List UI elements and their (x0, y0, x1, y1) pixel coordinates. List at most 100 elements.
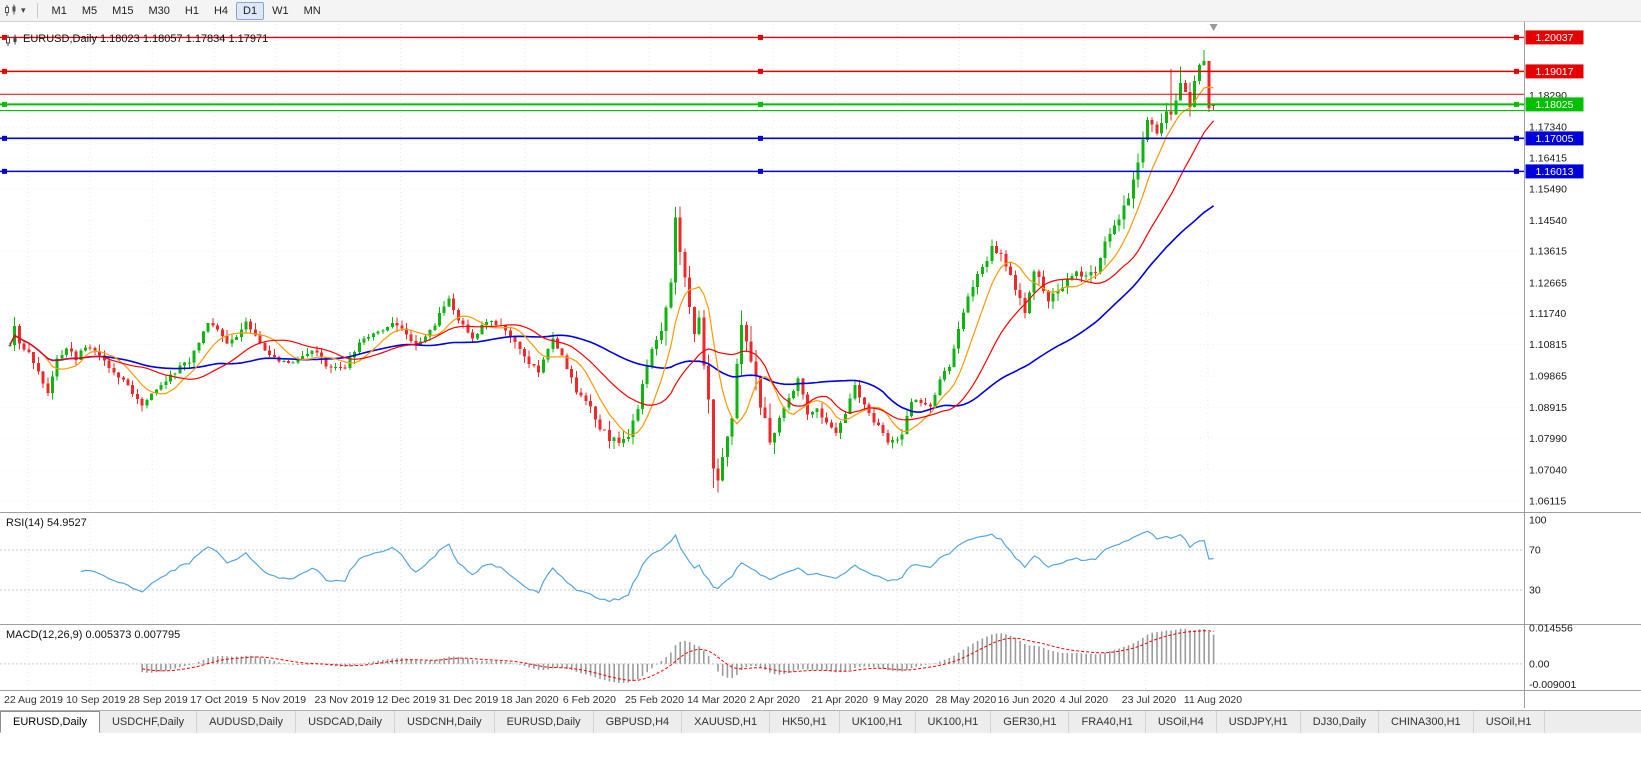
hline-handle[interactable] (758, 101, 763, 107)
svg-text:21 Apr 2020: 21 Apr 2020 (811, 694, 868, 706)
hline-handle[interactable] (2, 168, 7, 174)
chart-tab-15-dj30-daily[interactable]: DJ30,Daily (1301, 711, 1379, 733)
svg-text:1.12665: 1.12665 (1529, 277, 1567, 289)
timeframe-button-m15[interactable]: M15 (105, 2, 140, 20)
hline-handle[interactable] (2, 101, 7, 107)
shift-marker-icon[interactable] (1209, 24, 1218, 31)
chart-tab-2-audusd-daily[interactable]: AUDUSD,Daily (197, 711, 297, 733)
svg-text:6 Feb 2020: 6 Feb 2020 (563, 694, 616, 706)
chart-tabs-bar: EURUSD,Daily USDCHF,Daily AUDUSD,Daily USDC… (0, 710, 1641, 733)
price-tag-1.18025[interactable]: 1.18025 (1525, 97, 1584, 112)
indicator-panels (0, 530, 1525, 683)
timeframe-button-h4[interactable]: H4 (207, 2, 235, 20)
hline-handle[interactable] (1514, 168, 1519, 174)
svg-text:1.07040: 1.07040 (1529, 465, 1567, 477)
chart-tab-13-usoil-h4[interactable]: USOil,H4 (1146, 711, 1217, 733)
svg-text:1.16415: 1.16415 (1529, 153, 1567, 165)
timeframe-button-w1[interactable]: W1 (265, 2, 296, 20)
macd-signal-line (142, 630, 1214, 681)
svg-text:2 Apr 2020: 2 Apr 2020 (749, 694, 800, 706)
svg-text:12 Dec 2019: 12 Dec 2019 (377, 694, 437, 706)
ma-line-8 (9, 86, 1214, 436)
svg-text:28 Sep 2019: 28 Sep 2019 (128, 694, 188, 706)
svg-text:1.20037: 1.20037 (1536, 32, 1574, 44)
price-tag-1.20037[interactable]: 1.20037 (1525, 30, 1584, 45)
svg-text:28 May 2020: 28 May 2020 (936, 694, 997, 706)
timeframe-button-m5[interactable]: M5 (75, 2, 104, 20)
svg-text:1.17340: 1.17340 (1529, 122, 1567, 134)
svg-text:1.08915: 1.08915 (1529, 402, 1567, 414)
svg-text:11 Aug 2020: 11 Aug 2020 (1184, 694, 1242, 706)
timeframe-button-h1[interactable]: H1 (178, 2, 206, 20)
svg-text:1.15490: 1.15490 (1529, 183, 1567, 195)
svg-text:-0.009001: -0.009001 (1529, 679, 1576, 691)
svg-text:70: 70 (1529, 545, 1541, 557)
horizontal-level-lines[interactable] (0, 34, 1525, 174)
chart-tab-14-usdjpy-h1[interactable]: USDJPY,H1 (1217, 711, 1301, 733)
timeframe-button-d1[interactable]: D1 (236, 1, 265, 20)
timeframe-buttons: M1 M5 M15 M30 H1 H4 D1 W1 MN (45, 1, 328, 20)
svg-text:1.14540: 1.14540 (1529, 215, 1567, 227)
moving-averages (9, 86, 1215, 436)
hline-handle[interactable] (2, 68, 7, 74)
hline-handle[interactable] (758, 168, 763, 174)
toolbar-separator (36, 3, 38, 18)
svg-text:1.11740: 1.11740 (1529, 308, 1566, 320)
svg-text:17 Oct 2019: 17 Oct 2019 (190, 694, 247, 706)
hline-handle[interactable] (1514, 68, 1519, 74)
hline-handle[interactable] (2, 34, 7, 40)
axes-labels: 1.182901.173401.164151.154901.145401.136… (0, 22, 1641, 708)
svg-text:1.09865: 1.09865 (1529, 371, 1567, 383)
chart-tab-10-uk100-h1[interactable]: UK100,H1 (916, 711, 992, 733)
rsi-line (80, 530, 1214, 603)
hline-handle[interactable] (1514, 135, 1519, 141)
svg-text:10 Sep 2019: 10 Sep 2019 (66, 694, 126, 706)
svg-text:25 Feb 2020: 25 Feb 2020 (625, 694, 684, 706)
chart-window[interactable]: 1.18290 1.17340 1.16415 1.15490 1.14540 1.136… (0, 22, 1641, 710)
chart-tab-17-usoil-h1[interactable]: USOil,H1 (1474, 711, 1545, 733)
chart-tab-11-ger30-h1[interactable]: GER30,H1 (991, 711, 1070, 733)
chart-tab-4-usdcnh-daily[interactable]: USDCNH,Daily (395, 711, 495, 733)
chart-tab-9-uk100-h1[interactable]: UK100,H1 (840, 711, 916, 733)
chart-tab-8-hk50-h1[interactable]: HK50,H1 (770, 711, 840, 733)
svg-text:31 Dec 2019: 31 Dec 2019 (439, 694, 499, 706)
price-tag-1.17005[interactable]: 1.17005 (1525, 131, 1584, 146)
chart-tab-12-fra40-h1[interactable]: FRA40,H1 (1069, 711, 1146, 733)
svg-text:0.014556: 0.014556 (1529, 623, 1573, 635)
hline-handle[interactable] (758, 34, 763, 40)
svg-text:1.16013: 1.16013 (1536, 166, 1574, 178)
svg-text:23 Nov 2019: 23 Nov 2019 (315, 694, 375, 706)
svg-text:23 Jul 2020: 23 Jul 2020 (1122, 694, 1176, 706)
timeframe-button-m30[interactable]: M30 (142, 2, 177, 20)
timeframe-button-m1[interactable]: M1 (45, 2, 74, 20)
svg-text:22 Aug 2019: 22 Aug 2019 (4, 694, 63, 706)
hline-handle[interactable] (2, 135, 7, 141)
hline-handle[interactable] (1514, 34, 1519, 40)
price-tag-1.16013[interactable]: 1.16013 (1525, 164, 1584, 179)
svg-text:1.06115: 1.06115 (1529, 495, 1566, 507)
hline-handle[interactable] (1514, 101, 1519, 107)
ma-line-45 (9, 205, 1215, 413)
svg-text:5 Nov 2019: 5 Nov 2019 (252, 694, 306, 706)
hline-handle[interactable] (758, 135, 763, 141)
svg-text:1.19017: 1.19017 (1536, 66, 1574, 78)
chart-tab-3-usdcad-daily[interactable]: USDCAD,Daily (296, 711, 396, 733)
svg-text:100: 100 (1529, 515, 1547, 527)
chart-tab-6-gbpusd-h4[interactable]: GBPUSD,H4 (594, 711, 683, 733)
chart-tab-7-xauusd-h1[interactable]: XAUUSD,H1 (682, 711, 771, 733)
svg-text:1.10815: 1.10815 (1529, 339, 1567, 351)
chart-type-icon[interactable] (4, 4, 18, 17)
timeframe-button-mn[interactable]: MN (297, 2, 328, 20)
chart-type-dropdown-caret[interactable]: ▾ (21, 5, 26, 15)
chart-canvas[interactable]: 1.182901.173401.164151.154901.145401.136… (0, 22, 1641, 710)
chart-tab-1-usdchf-daily[interactable]: USDCHF,Daily (100, 711, 198, 733)
chart-tab-0-eurusd-daily[interactable]: EURUSD,Daily (0, 711, 100, 733)
svg-text:4 Jul 2020: 4 Jul 2020 (1060, 694, 1109, 706)
svg-text:30: 30 (1529, 585, 1541, 597)
hline-handle[interactable] (758, 68, 763, 74)
svg-text:18 Jan 2020: 18 Jan 2020 (501, 694, 559, 706)
svg-text:1.07990: 1.07990 (1529, 433, 1567, 445)
price-tag-1.19017[interactable]: 1.19017 (1525, 64, 1584, 79)
chart-tab-16-china300-h1[interactable]: CHINA300,H1 (1379, 711, 1474, 733)
chart-tab-5-eurusd-daily[interactable]: EURUSD,Daily (495, 711, 594, 733)
